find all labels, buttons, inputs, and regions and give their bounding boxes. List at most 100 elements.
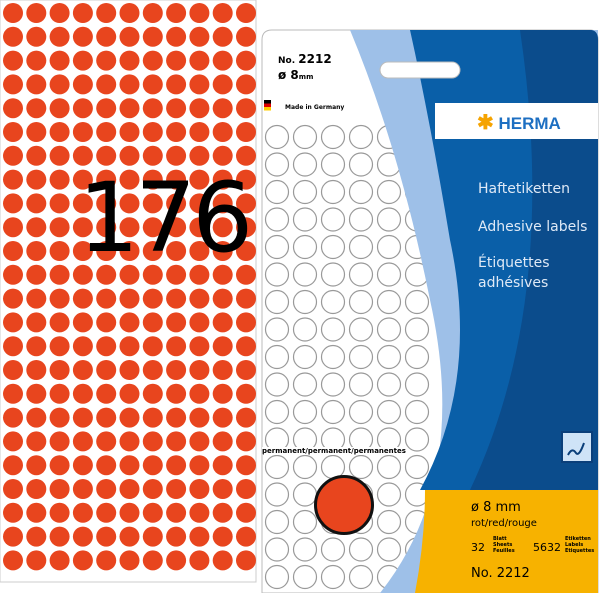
red-dot — [72, 98, 93, 119]
red-dot — [26, 407, 47, 428]
red-dot — [96, 264, 117, 285]
red-dot — [49, 502, 70, 523]
red-dot — [119, 217, 140, 238]
red-dot — [119, 550, 140, 571]
red-dot — [236, 241, 256, 261]
red-dot — [236, 407, 256, 428]
white-dot-outline — [292, 289, 318, 315]
red-dot — [26, 288, 47, 309]
red-dot — [49, 98, 70, 119]
red-dot — [142, 26, 163, 47]
red-dot — [142, 50, 163, 71]
red-dot — [26, 312, 47, 333]
white-dot-outline — [320, 399, 346, 425]
red-dot — [212, 360, 233, 380]
white-dot-outline — [264, 564, 290, 590]
red-dot — [236, 193, 256, 214]
red-dot — [166, 455, 187, 476]
red-dot — [26, 3, 47, 23]
red-dot — [142, 550, 163, 571]
white-dot-outline — [292, 152, 318, 177]
red-dot — [236, 122, 256, 142]
red-dot — [236, 264, 256, 285]
red-dot — [189, 550, 210, 571]
red-dot — [142, 264, 163, 285]
red-dot — [166, 26, 187, 47]
red-dot — [189, 169, 210, 190]
red-dot — [189, 431, 210, 452]
white-dot-outline — [264, 124, 290, 150]
red-dot — [189, 50, 210, 71]
red-dot — [49, 3, 70, 23]
red-dot — [119, 407, 140, 428]
red-dot — [96, 241, 117, 261]
white-dot-outline — [376, 344, 402, 370]
red-dot — [72, 241, 93, 261]
labels-en: Labels — [565, 542, 584, 548]
white-dot-outline — [376, 537, 402, 562]
red-dot — [166, 550, 187, 571]
red-dot — [96, 383, 117, 404]
white-dot-outline — [264, 344, 290, 370]
red-dot — [49, 407, 70, 428]
red-dot — [72, 502, 93, 523]
red-dot — [49, 383, 70, 404]
red-dot — [142, 502, 163, 523]
white-dot-outline — [292, 509, 318, 535]
red-dot — [212, 169, 233, 190]
red-dot — [72, 526, 93, 547]
red-dot — [212, 312, 233, 333]
red-dot — [166, 50, 187, 71]
red-dot — [236, 455, 256, 476]
red-dot — [212, 145, 233, 166]
white-dot-outline — [376, 454, 402, 480]
red-dot — [96, 550, 117, 571]
white-dot-outline — [264, 537, 290, 562]
red-dot — [236, 526, 256, 547]
red-dot — [189, 264, 210, 285]
red-dot — [189, 98, 210, 119]
red-dot — [189, 26, 210, 47]
white-dot-outline — [348, 289, 374, 315]
red-dot — [3, 360, 23, 380]
red-dot — [96, 26, 117, 47]
red-dot — [72, 383, 93, 404]
diameter-top: ø 8mm — [278, 68, 313, 82]
red-dot — [26, 264, 47, 285]
red-dot — [189, 74, 210, 95]
red-dot — [26, 26, 47, 47]
white-dot-outline — [264, 482, 290, 507]
red-dot — [212, 217, 233, 238]
red-dot — [236, 217, 256, 238]
white-dot-outline — [264, 399, 290, 425]
red-dot — [212, 50, 233, 71]
red-dot — [3, 264, 23, 285]
red-dot — [3, 50, 23, 71]
red-dot — [189, 502, 210, 523]
red-dot — [142, 193, 163, 214]
white-dot-outline — [348, 454, 374, 480]
sheets-fr: Feuilles — [493, 548, 515, 554]
red-dot — [212, 264, 233, 285]
red-dot — [3, 217, 23, 238]
white-dot-outline — [348, 372, 374, 397]
red-dot — [212, 241, 233, 261]
red-dot — [236, 50, 256, 71]
red-dot — [96, 288, 117, 309]
red-dot — [189, 336, 210, 357]
red-dot — [72, 431, 93, 452]
white-dot-outline — [292, 179, 318, 205]
red-dot — [142, 145, 163, 166]
red-dot — [3, 312, 23, 333]
red-dot — [72, 26, 93, 47]
made-in-germany: Made in Germany — [285, 104, 345, 111]
white-dot-outline — [264, 262, 290, 287]
red-dot — [212, 455, 233, 476]
red-dot — [212, 550, 233, 571]
red-dot — [3, 98, 23, 119]
size-label: ø 8 mm — [471, 500, 521, 515]
red-dot — [3, 288, 23, 309]
white-dot-outline — [292, 124, 318, 150]
red-dot — [96, 193, 117, 214]
sheets-label: Blatt Sheets Feuilles — [493, 536, 515, 554]
